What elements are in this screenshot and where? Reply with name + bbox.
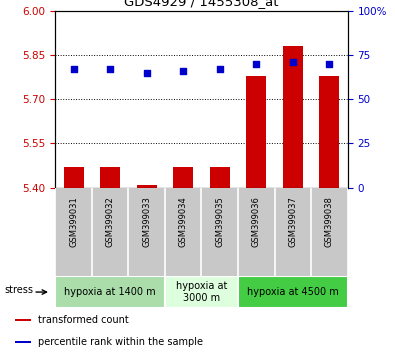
Text: percentile rank within the sample: percentile rank within the sample xyxy=(38,337,203,347)
Bar xyxy=(165,276,238,308)
Text: GSM399032: GSM399032 xyxy=(105,196,115,247)
Text: transformed count: transformed count xyxy=(38,315,129,325)
Bar xyxy=(246,75,266,188)
Text: hypoxia at
3000 m: hypoxia at 3000 m xyxy=(176,281,227,303)
Point xyxy=(70,66,77,72)
Point xyxy=(180,68,186,74)
Point xyxy=(216,66,223,72)
Text: GSM399033: GSM399033 xyxy=(142,196,151,247)
Bar xyxy=(173,167,193,188)
Point xyxy=(326,61,333,67)
Point xyxy=(253,61,260,67)
Text: GSM399038: GSM399038 xyxy=(325,196,334,247)
Point xyxy=(107,66,113,72)
Bar xyxy=(100,167,120,188)
Bar xyxy=(210,167,230,188)
Bar xyxy=(238,276,348,308)
Bar xyxy=(55,276,165,308)
Text: hypoxia at 1400 m: hypoxia at 1400 m xyxy=(64,287,156,297)
Point xyxy=(143,70,150,75)
Bar xyxy=(137,185,157,188)
Bar xyxy=(15,341,31,343)
Text: stress: stress xyxy=(4,285,34,296)
Text: GSM399034: GSM399034 xyxy=(179,196,188,247)
Point xyxy=(290,59,296,65)
Bar xyxy=(283,46,303,188)
Text: GSM399035: GSM399035 xyxy=(215,196,224,247)
Text: GSM399036: GSM399036 xyxy=(252,196,261,247)
Text: hypoxia at 4500 m: hypoxia at 4500 m xyxy=(247,287,339,297)
Bar xyxy=(15,319,31,321)
Bar xyxy=(64,167,84,188)
Title: GDS4929 / 1455308_at: GDS4929 / 1455308_at xyxy=(124,0,279,8)
Text: GSM399037: GSM399037 xyxy=(288,196,297,247)
Bar xyxy=(319,75,339,188)
Text: GSM399031: GSM399031 xyxy=(69,196,78,247)
